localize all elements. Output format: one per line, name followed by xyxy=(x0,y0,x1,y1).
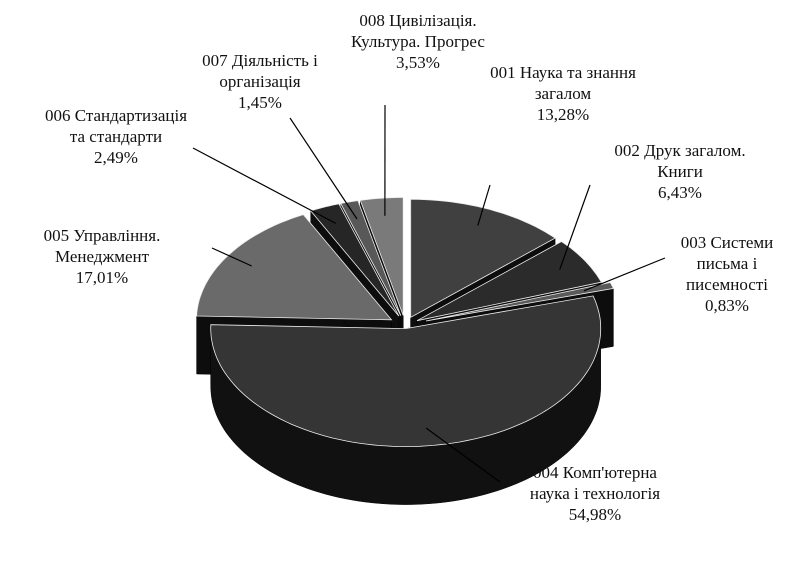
slice-label: 002 Друк загалом. Книги 6,43% xyxy=(610,140,750,203)
slice-label: 004 Комп'ютерна наука і технологія 54,98% xyxy=(515,462,675,525)
category-label: 005 Управління. Менеджмент xyxy=(43,226,161,266)
value-label: 6,43% xyxy=(658,183,702,202)
value-label: 1,45% xyxy=(238,93,282,112)
slice-label: 005 Управління. Менеджмент 17,01% xyxy=(12,225,192,288)
category-label: 001 Наука та знання загалом xyxy=(490,63,636,103)
leader-line xyxy=(289,117,358,220)
value-label: 0,83% xyxy=(705,296,749,315)
slice-label: 001 Наука та знання загалом 13,28% xyxy=(488,62,638,125)
value-label: 3,53% xyxy=(396,53,440,72)
category-label: 004 Комп'ютерна наука і технологія xyxy=(529,463,661,503)
value-label: 54,98% xyxy=(568,505,622,524)
slice xyxy=(196,214,393,321)
category-label: 008 Цивілізація. Культура. Прогрес xyxy=(351,11,485,51)
value-label: 2,49% xyxy=(94,148,138,167)
leader-line xyxy=(192,147,336,224)
slice xyxy=(416,241,603,322)
slice xyxy=(410,198,556,318)
value-label: 13,28% xyxy=(536,105,590,124)
value-label: 17,01% xyxy=(75,268,129,287)
slice xyxy=(425,282,614,322)
slice xyxy=(210,295,602,448)
slice xyxy=(340,200,402,316)
slice xyxy=(359,197,404,316)
slice-label: 003 Системи письма і писемності 0,83% xyxy=(662,232,792,316)
category-label: 002 Друк загалом. Книги xyxy=(614,141,746,181)
slice-label: 008 Цивілізація. Культура. Прогрес 3,53% xyxy=(348,10,488,73)
category-label: 007 Діяльність і організація xyxy=(202,51,318,91)
leader-line xyxy=(211,247,252,267)
leader-line xyxy=(477,184,491,226)
leader-line xyxy=(583,257,666,292)
leader-line xyxy=(425,427,501,483)
slice-label: 007 Діяльність і організація 1,45% xyxy=(180,50,340,113)
category-label: 003 Системи письма і писемності xyxy=(680,233,774,294)
slice-label: 006 Стандартизація та стандарти 2,49% xyxy=(36,105,196,168)
leader-line xyxy=(559,184,591,270)
category-label: 006 Стандартизація та стандарти xyxy=(44,106,188,146)
